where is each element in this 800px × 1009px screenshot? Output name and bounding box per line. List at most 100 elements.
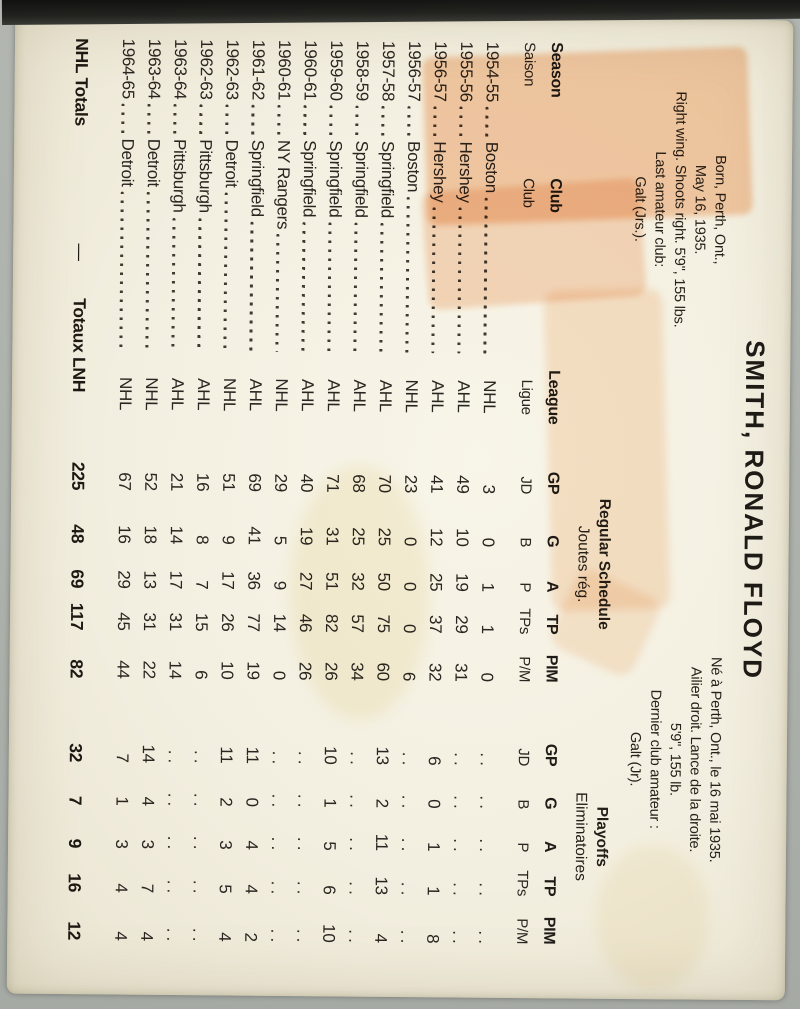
stat-cell: 17 bbox=[218, 571, 238, 590]
stat-cell: GP bbox=[544, 471, 562, 495]
league-cell: Ligue bbox=[518, 379, 536, 415]
club-cell: Pittsburgh bbox=[167, 139, 189, 354]
bio-en-amateur-label: Last amateur club: bbox=[651, 151, 669, 268]
league-cell: NHL bbox=[271, 378, 292, 412]
season-cell: 1956-57 bbox=[403, 41, 424, 141]
stat-cell: 3 bbox=[479, 484, 499, 494]
dot-leader bbox=[353, 222, 358, 353]
stat-cell: JD bbox=[517, 476, 535, 495]
league-cell: League bbox=[544, 370, 563, 425]
stat-cell: 23 bbox=[401, 474, 421, 494]
playoff-stat-cell: 10 bbox=[320, 746, 340, 765]
dot-leader bbox=[457, 207, 462, 354]
stat-cell: A bbox=[543, 580, 561, 593]
stat-cell: 14 bbox=[166, 525, 186, 545]
playoff-stat-cell: 4 bbox=[371, 933, 391, 943]
bio-en-amateur-club: Galt (Jrs.). bbox=[631, 176, 648, 242]
dot-leader bbox=[173, 104, 177, 137]
bio-fr-amateur-label: Dernier club amateur : bbox=[646, 689, 664, 829]
bio-en-birthdate: May 16, 1935. bbox=[691, 164, 708, 255]
group-header-playoffs-en: Playoffs bbox=[592, 806, 611, 868]
club-cell: Detroit bbox=[141, 139, 163, 354]
club-cell: Club bbox=[546, 178, 564, 213]
stat-cell: 40 bbox=[297, 473, 317, 493]
playoff-stat-cell: . . bbox=[476, 795, 496, 809]
stat-cell: 8 bbox=[192, 535, 212, 545]
totals-dash: — bbox=[70, 243, 91, 261]
playoff-stat-cell: 1 bbox=[423, 842, 444, 852]
stats-table: Season Club League GP G A TP PIM GP G A TP PIM Saison… bbox=[65, 20, 794, 1000]
season-cell: 1957-58 bbox=[377, 41, 398, 141]
playoff-stat-cell: 6 bbox=[319, 885, 339, 895]
dot-leader bbox=[225, 104, 229, 137]
stat-cell: 14 bbox=[269, 613, 290, 633]
playoff-stat-cell: . . bbox=[294, 793, 314, 808]
stat-cell: 31 bbox=[139, 612, 160, 631]
group-header-regular-fr: Joutes rég. bbox=[574, 525, 592, 603]
stat-cell: 13 bbox=[140, 570, 160, 589]
stat-cell: 26 bbox=[321, 662, 341, 681]
playoff-stat-cell: . . bbox=[268, 793, 288, 808]
stat-cell: 14 bbox=[165, 660, 185, 680]
totals-stat-cell: 225 bbox=[68, 461, 89, 491]
stat-cell: 29 bbox=[271, 473, 291, 493]
stat-cell: 25 bbox=[426, 572, 446, 592]
stat-cell: 6 bbox=[191, 670, 211, 680]
league-cell: NHL bbox=[141, 377, 162, 411]
stat-cell: 70 bbox=[375, 474, 395, 493]
stat-cell: 51 bbox=[322, 572, 342, 591]
league-cell: AHL bbox=[297, 379, 318, 412]
stat-cell: 67 bbox=[115, 472, 135, 491]
stat-cell: 26 bbox=[217, 613, 238, 632]
playoff-stat-cell: 4 bbox=[111, 883, 131, 893]
playoff-stat-cell: . . bbox=[345, 881, 365, 895]
group-header-playoffs-fr: Eliminatoires bbox=[571, 792, 590, 882]
stat-cell: 0 bbox=[477, 672, 497, 682]
stat-cell: 26 bbox=[295, 661, 315, 681]
league-cell: AHL bbox=[453, 380, 474, 413]
bio-en-born: Born, Perth, Ont., bbox=[711, 155, 729, 265]
stat-cell: 34 bbox=[347, 662, 367, 681]
player-name: SMITH, RONALD FLOYD bbox=[737, 340, 771, 681]
playoff-stat-cell: . . bbox=[190, 749, 210, 764]
league-cell: AHL bbox=[427, 380, 448, 413]
league-cell: NHL bbox=[115, 376, 136, 411]
playoff-stat-cell: B bbox=[514, 799, 532, 810]
playoff-stat-cell: . . bbox=[346, 751, 366, 765]
league-cell: AHL bbox=[349, 379, 370, 412]
playoff-stat-cell: P bbox=[514, 842, 532, 853]
stat-cell: 16 bbox=[193, 472, 213, 492]
bio-english: Born, Perth, Ont., May 16, 1935. Right w… bbox=[628, 33, 731, 386]
bio-en-position: Right wing. Shoots right. 5'9", 155 lbs. bbox=[670, 91, 689, 328]
stat-cell: 46 bbox=[295, 613, 316, 633]
club-cell: Hershey bbox=[427, 141, 449, 356]
club-cell: Springfield bbox=[323, 140, 345, 355]
totals-stat-cell: 69 bbox=[67, 569, 88, 589]
dot-leader bbox=[197, 217, 202, 352]
playoff-stat-cell: 4 bbox=[242, 840, 262, 850]
playoff-stat-cell: . . bbox=[397, 881, 417, 896]
dot-leader bbox=[223, 192, 228, 352]
club-cell: Hershey bbox=[453, 141, 475, 356]
stat-cell: 31 bbox=[165, 612, 186, 632]
league-cell: AHL bbox=[245, 378, 266, 411]
playoff-stat-cell: P/M bbox=[513, 918, 531, 945]
playoff-stat-cell: 11 bbox=[371, 833, 392, 851]
stat-cell: 12 bbox=[426, 527, 446, 547]
league-cell: NHL bbox=[479, 380, 500, 414]
stat-cell: 1 bbox=[478, 582, 498, 592]
season-cell: 1963-64 bbox=[169, 39, 190, 139]
playoff-stat-cell: . . bbox=[449, 838, 470, 852]
totals-label-fr: Totaux LNH bbox=[69, 298, 91, 393]
playoff-stat-cell: . . bbox=[397, 929, 417, 944]
totals-stat-cell: 117 bbox=[67, 602, 88, 631]
dot-leader bbox=[329, 105, 333, 138]
playoff-stat-cell: 7 bbox=[112, 753, 132, 763]
stat-cell: 77 bbox=[243, 613, 264, 632]
playoff-stat-cell: 13 bbox=[371, 876, 391, 895]
club-cell: Springfield bbox=[375, 141, 397, 356]
totals-playoff-cell: 12 bbox=[64, 921, 85, 941]
stat-cell: 32 bbox=[348, 572, 368, 591]
club-cell: Springfield bbox=[349, 141, 371, 356]
